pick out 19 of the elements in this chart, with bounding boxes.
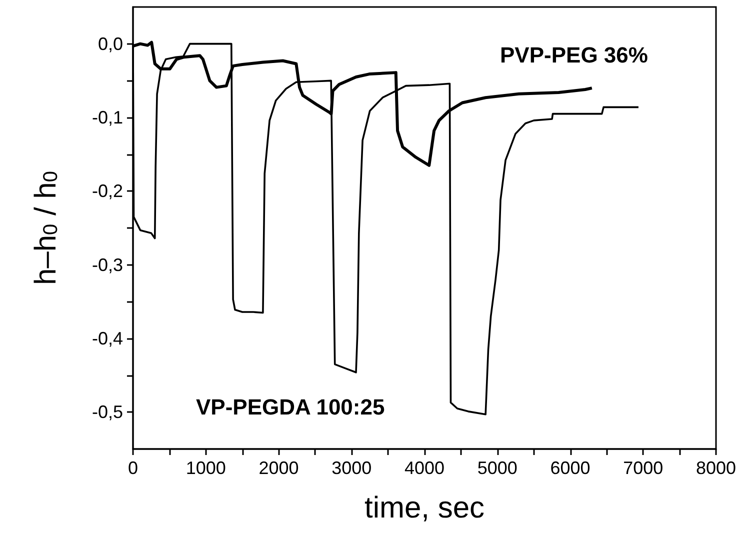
x-tick-label: 7000 bbox=[623, 458, 664, 478]
series-label: VP-PEGDA 100:25 bbox=[196, 394, 385, 420]
y-tick-label: 0,0 bbox=[98, 34, 123, 54]
y-tick-label: -0,3 bbox=[92, 254, 123, 275]
x-axis-title: time, sec bbox=[364, 492, 485, 524]
x-tick-label: 6000 bbox=[550, 458, 590, 478]
y-axis-title: h–h0 / h0 bbox=[30, 171, 62, 285]
y-tick-label: -0,4 bbox=[92, 328, 123, 348]
x-tick-label: 8000 bbox=[696, 458, 736, 478]
series-label: PVP-PEG 36% bbox=[500, 42, 648, 68]
y-tick-label: -0,2 bbox=[92, 181, 123, 202]
x-tick-label: 1000 bbox=[186, 458, 226, 478]
y-tick-label: -0,5 bbox=[92, 402, 123, 422]
x-tick-label: 5000 bbox=[477, 458, 518, 478]
x-tick-label: 2000 bbox=[258, 458, 299, 478]
x-tick-label: 3000 bbox=[332, 458, 372, 478]
x-tick-label: 0 bbox=[128, 458, 138, 478]
x-tick-label: 4000 bbox=[404, 458, 445, 478]
y-tick-label: -0,1 bbox=[92, 108, 123, 128]
